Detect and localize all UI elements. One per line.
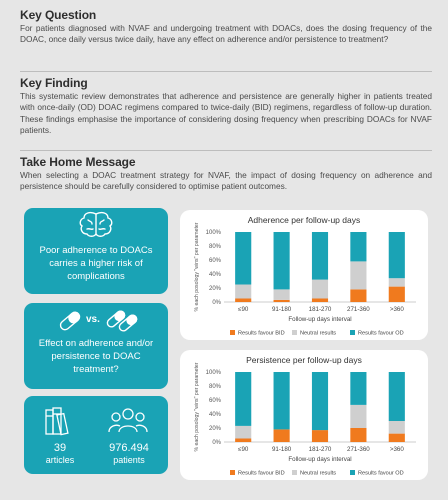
x-tick-label: ≤90 — [238, 306, 249, 313]
chart-title: Adherence per follow-up days — [248, 215, 360, 225]
legend-label: Results favour OD — [358, 471, 404, 477]
bar-segment — [235, 232, 252, 285]
x-tick-label: >360 — [390, 306, 404, 313]
y-tick-label: 60% — [209, 398, 222, 404]
take-home-heading: Take Home Message — [20, 155, 136, 169]
bar-segment — [350, 232, 367, 262]
bar-segment — [350, 261, 367, 290]
x-tick-label: 181-270 — [309, 446, 332, 453]
y-tick-label: 20% — [209, 426, 222, 432]
bar-segment — [273, 299, 290, 302]
legend-label: Results favour BID — [238, 471, 285, 477]
capsule-icon — [59, 310, 138, 332]
y-tick-label: 20% — [209, 286, 222, 292]
legend-swatch — [292, 470, 297, 475]
bar-segment — [273, 372, 290, 430]
bar-segment — [235, 438, 252, 442]
study-stats-card: 39 articles 976.494 patients — [24, 396, 168, 474]
bar-segment — [311, 372, 329, 431]
legend-label: Results favour BID — [238, 331, 285, 337]
x-tick-label: ≤90 — [238, 446, 249, 453]
bar-segment — [235, 372, 252, 426]
brain-icon — [79, 211, 113, 237]
adherence-risk-card: Poor adherence to DOACs carries a higher… — [24, 208, 168, 294]
y-tick-label: 60% — [209, 258, 222, 264]
y-tick-label: 100% — [206, 230, 222, 236]
legend-label: Results favour OD — [358, 331, 404, 337]
bar-segment — [350, 404, 367, 428]
bar-segment — [388, 421, 405, 434]
legend-swatch — [350, 330, 355, 335]
legend-swatch — [350, 470, 355, 475]
bar-segment — [388, 372, 405, 421]
patients-label: patients — [113, 455, 145, 465]
key-question-heading: Key Question — [20, 8, 97, 22]
articles-label: articles — [45, 455, 75, 465]
x-tick-label: 91-180 — [272, 306, 292, 313]
x-tick-label: 91-180 — [272, 446, 292, 453]
take-home-text: When selecting a DOAC treatment strategy… — [20, 170, 432, 192]
y-tick-label: 40% — [209, 412, 222, 418]
vs-label: vs. — [86, 314, 100, 325]
dosing-effect-text: Effect on adherence and/or persistence t… — [38, 338, 154, 375]
x-tick-label: >360 — [390, 446, 404, 453]
legend-swatch — [230, 330, 235, 335]
x-tick-label: 271-360 — [347, 446, 370, 453]
bar-segment — [273, 289, 290, 300]
y-tick-label: 100% — [206, 370, 222, 376]
x-tick-label: 181-270 — [309, 306, 332, 313]
x-tick-label: 271-360 — [347, 306, 370, 313]
bar-segment — [311, 232, 329, 280]
bar-segment — [311, 430, 329, 442]
books-icon — [45, 407, 69, 436]
persistence-chart: Persistence per follow-up days 0% 20% 40% 60… — [194, 355, 416, 477]
key-finding-section: Key Finding This systematic review demon… — [20, 76, 432, 137]
key-finding-text: This systematic review demonstrates that… — [20, 91, 432, 136]
bar-segment — [350, 428, 367, 442]
legend-swatch — [230, 470, 235, 475]
y-tick-label: 0% — [212, 300, 221, 306]
legend-label: Neutral results — [300, 331, 336, 337]
y-tick-label: 0% — [212, 440, 221, 446]
bar-segment — [235, 298, 252, 302]
y-axis-label: % each posology "wins" per parameter — [194, 362, 200, 451]
articles-value: 39 — [53, 442, 67, 454]
y-tick-label: 80% — [209, 244, 222, 250]
bar-segment — [388, 286, 405, 302]
legend-label: Neutral results — [300, 471, 336, 477]
key-question-text: For patients diagnosed with NVAF and und… — [20, 23, 432, 45]
persistence-chart-card: Persistence per follow-up days 0% 20% 40% 60… — [180, 350, 428, 480]
bar-segment — [235, 284, 252, 299]
chart-title: Persistence per follow-up days — [246, 355, 362, 365]
x-axis-label: Follow-up days interval — [288, 316, 351, 323]
key-finding-heading: Key Finding — [20, 76, 88, 90]
take-home-section: Take Home Message When selecting a DOAC … — [20, 155, 432, 193]
adherence-chart-card: Adherence per follow-up days 0% 20% 40% 60% 8… — [180, 210, 428, 340]
bar-segment — [388, 433, 405, 442]
divider — [20, 150, 432, 151]
bar-segment — [311, 279, 329, 299]
bar-segment — [311, 298, 329, 302]
bar-segment — [388, 278, 405, 287]
legend-swatch — [292, 330, 297, 335]
bar-segment — [273, 232, 290, 290]
bar-segment — [273, 429, 290, 442]
adherence-chart: Adherence per follow-up days 0% 20% 40% 60% 8… — [194, 215, 416, 337]
bar-segment — [350, 289, 367, 302]
people-icon — [108, 408, 148, 433]
x-axis-label: Follow-up days interval — [288, 456, 351, 463]
divider — [20, 71, 432, 72]
y-tick-label: 40% — [209, 272, 222, 278]
stats-icons — [45, 407, 148, 436]
bar-segment — [235, 425, 252, 439]
dosing-effect-card: vs. Effect on adherence and/or persisten… — [24, 303, 168, 389]
bar-segment — [350, 372, 367, 405]
key-question-section: Key Question For patients diagnosed with… — [20, 8, 432, 46]
bar-segment — [388, 232, 405, 279]
adherence-risk-text: Poor adherence to DOACs carries a higher… — [39, 245, 153, 282]
patients-value: 976.494 — [109, 442, 149, 454]
y-tick-label: 80% — [209, 384, 222, 390]
y-axis-label: % each posology "wins" per parameter — [194, 222, 200, 311]
